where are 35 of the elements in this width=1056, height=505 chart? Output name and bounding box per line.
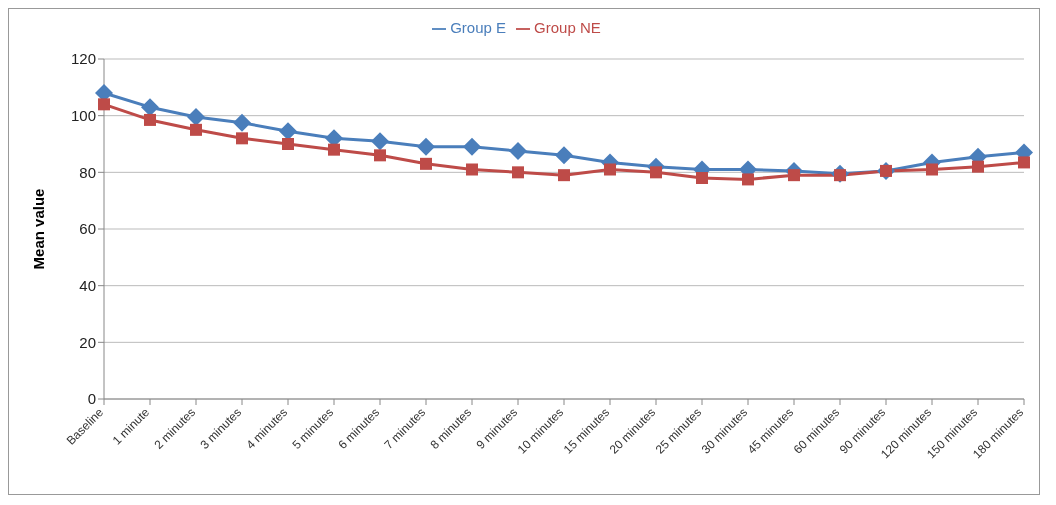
- point: [972, 160, 984, 173]
- point: [926, 163, 938, 176]
- point: [374, 149, 386, 162]
- point: [604, 163, 616, 176]
- point: [555, 146, 573, 165]
- point: [371, 132, 389, 151]
- point: [236, 132, 248, 145]
- point: [650, 166, 662, 179]
- point: [558, 169, 570, 182]
- point: [463, 137, 481, 156]
- point: [98, 98, 110, 111]
- point: [190, 123, 202, 136]
- point: [328, 143, 340, 156]
- point: [417, 137, 435, 156]
- y-tick-label: 80: [79, 163, 96, 181]
- y-tick-label: 20: [79, 333, 96, 351]
- y-tick-label: 120: [70, 50, 96, 68]
- y-axis-title: Mean value: [30, 188, 48, 270]
- point: [1018, 156, 1030, 169]
- point: [788, 169, 800, 182]
- point: [282, 138, 294, 150]
- point: [509, 142, 527, 161]
- point: [466, 163, 478, 176]
- y-tick-label: 60: [79, 220, 96, 238]
- point: [420, 157, 432, 170]
- point: [512, 166, 524, 179]
- legend-label: Group NE: [534, 19, 601, 36]
- legend-label: Group E: [450, 19, 507, 36]
- y-tick-label: 40: [79, 276, 96, 294]
- point: [742, 173, 754, 186]
- point: [144, 113, 156, 126]
- y-tick-label: 0: [87, 390, 96, 408]
- y-tick-label: 100: [70, 106, 96, 124]
- point: [696, 172, 708, 184]
- point: [233, 113, 251, 132]
